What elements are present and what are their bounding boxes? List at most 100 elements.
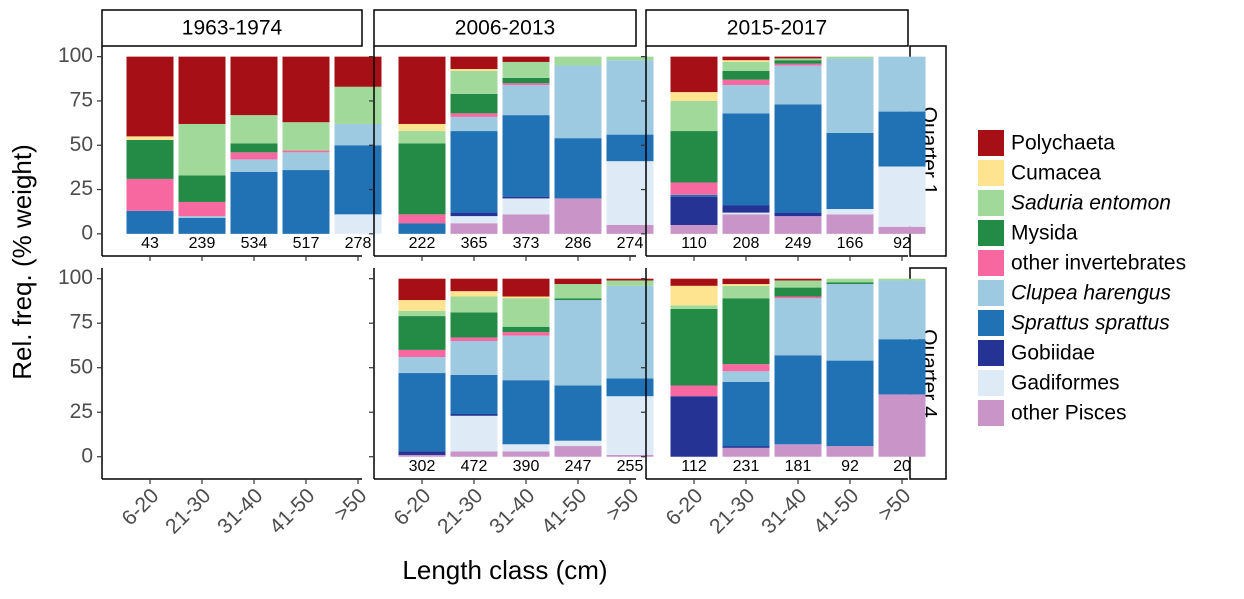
x-tick-label: 41-50 (537, 484, 591, 538)
bar-segment (450, 116, 498, 132)
facet-column-label: 2006-2013 (455, 17, 555, 40)
bar-segment (774, 65, 822, 105)
bar-segment (670, 385, 718, 397)
bar-segment (450, 415, 498, 452)
bar-segment (670, 305, 718, 309)
bar-segment (230, 143, 278, 153)
bar-segment (502, 77, 550, 84)
legend-label: Polychaeta (1011, 132, 1115, 155)
legend-swatch (978, 280, 1004, 306)
x-tick-label: 31-40 (757, 484, 811, 538)
bar-segment (606, 224, 654, 234)
sample-size-label: 286 (565, 235, 592, 252)
bar-segment (178, 216, 226, 218)
legend-label: Sprattus sprattus (1011, 312, 1170, 335)
bar-segment (722, 446, 770, 448)
sample-size-label: 110 (681, 235, 707, 252)
bar-segment (398, 56, 446, 124)
bar-segment (502, 214, 550, 234)
bar-segment (878, 111, 926, 167)
bar-segment (722, 447, 770, 457)
bar-segment (722, 212, 770, 215)
sample-size-label: 247 (565, 458, 592, 475)
sample-size-label: 92 (893, 235, 911, 252)
bar-segment (722, 70, 770, 80)
bar-segment (126, 139, 174, 179)
sample-size-label: 92 (841, 458, 859, 475)
bar-segment (398, 143, 446, 215)
legend-swatch (978, 340, 1004, 366)
bar-segment (450, 341, 498, 375)
bar-segment (554, 440, 602, 447)
bar-segment (230, 159, 278, 172)
bar-segment (126, 210, 174, 234)
bar-segment (178, 201, 226, 217)
bar-segment (722, 381, 770, 447)
bar-segment (178, 123, 226, 176)
y-tick-label: 25 (70, 177, 93, 200)
bar-segment (722, 60, 770, 62)
bar-segment (670, 396, 718, 457)
bar-segment (722, 79, 770, 85)
bar-segment (398, 300, 446, 311)
bar-segment (230, 171, 278, 234)
legend-label: other invertebrates (1011, 252, 1186, 275)
sample-size-label: 166 (837, 235, 864, 252)
bar-segment (826, 209, 874, 215)
y-tick-label: 50 (70, 355, 93, 378)
x-tick-label: >50 (330, 484, 371, 525)
bar-segment (826, 284, 874, 361)
bar-segment (826, 214, 874, 234)
bar-segment (722, 284, 770, 286)
bar-segment (554, 284, 602, 299)
legend-label: Clupea harengus (1011, 282, 1171, 305)
bar-segment (774, 212, 822, 217)
bar-segment (670, 182, 718, 195)
bar-segment (282, 150, 330, 153)
bar-segment (398, 214, 446, 224)
y-tick-label: 100 (58, 266, 93, 289)
bar-segment (450, 223, 498, 234)
bar-segment (502, 298, 550, 327)
bar-segment (606, 278, 654, 281)
bar-segment (878, 166, 926, 227)
bar-segment (670, 278, 718, 286)
y-tick-label: 75 (70, 311, 93, 334)
bar-segment (606, 378, 654, 397)
bar-segment (450, 291, 498, 297)
bar-segment (722, 205, 770, 213)
bar-segment (722, 371, 770, 382)
bar-segment (554, 278, 602, 285)
legend-swatch (978, 190, 1004, 216)
bar-segment (450, 69, 498, 71)
bar-segment (450, 216, 498, 224)
sample-size-label: 222 (409, 235, 436, 252)
bar-segment (502, 296, 550, 299)
x-tick-label: 31-40 (213, 484, 267, 538)
bar-segment (502, 380, 550, 445)
bar-segment (826, 446, 874, 457)
facet-strip (101, 9, 363, 47)
bar-segment (450, 451, 498, 457)
legend-swatch (978, 370, 1004, 396)
x-tick-label: 6-20 (389, 484, 435, 530)
bar-segment (774, 296, 822, 299)
bar-segment (230, 56, 278, 116)
sample-size-label: 274 (617, 235, 644, 252)
bar-segment (554, 300, 602, 386)
legend-label: Mysida (1011, 222, 1078, 245)
sample-size-label: 302 (409, 458, 436, 475)
bar-segment (670, 92, 718, 101)
bar-segment (878, 394, 926, 457)
sample-size-label: 534 (241, 235, 268, 252)
bar-segment (502, 84, 550, 116)
bar-segment (554, 138, 602, 199)
bar-segment (502, 332, 550, 336)
bar-segment (502, 83, 550, 85)
bar-segment (774, 444, 822, 457)
sample-size-label: 517 (293, 235, 320, 252)
y-tick-label: 100 (58, 44, 93, 67)
bar-segment (774, 56, 822, 59)
sample-size-label: 278 (345, 235, 372, 252)
